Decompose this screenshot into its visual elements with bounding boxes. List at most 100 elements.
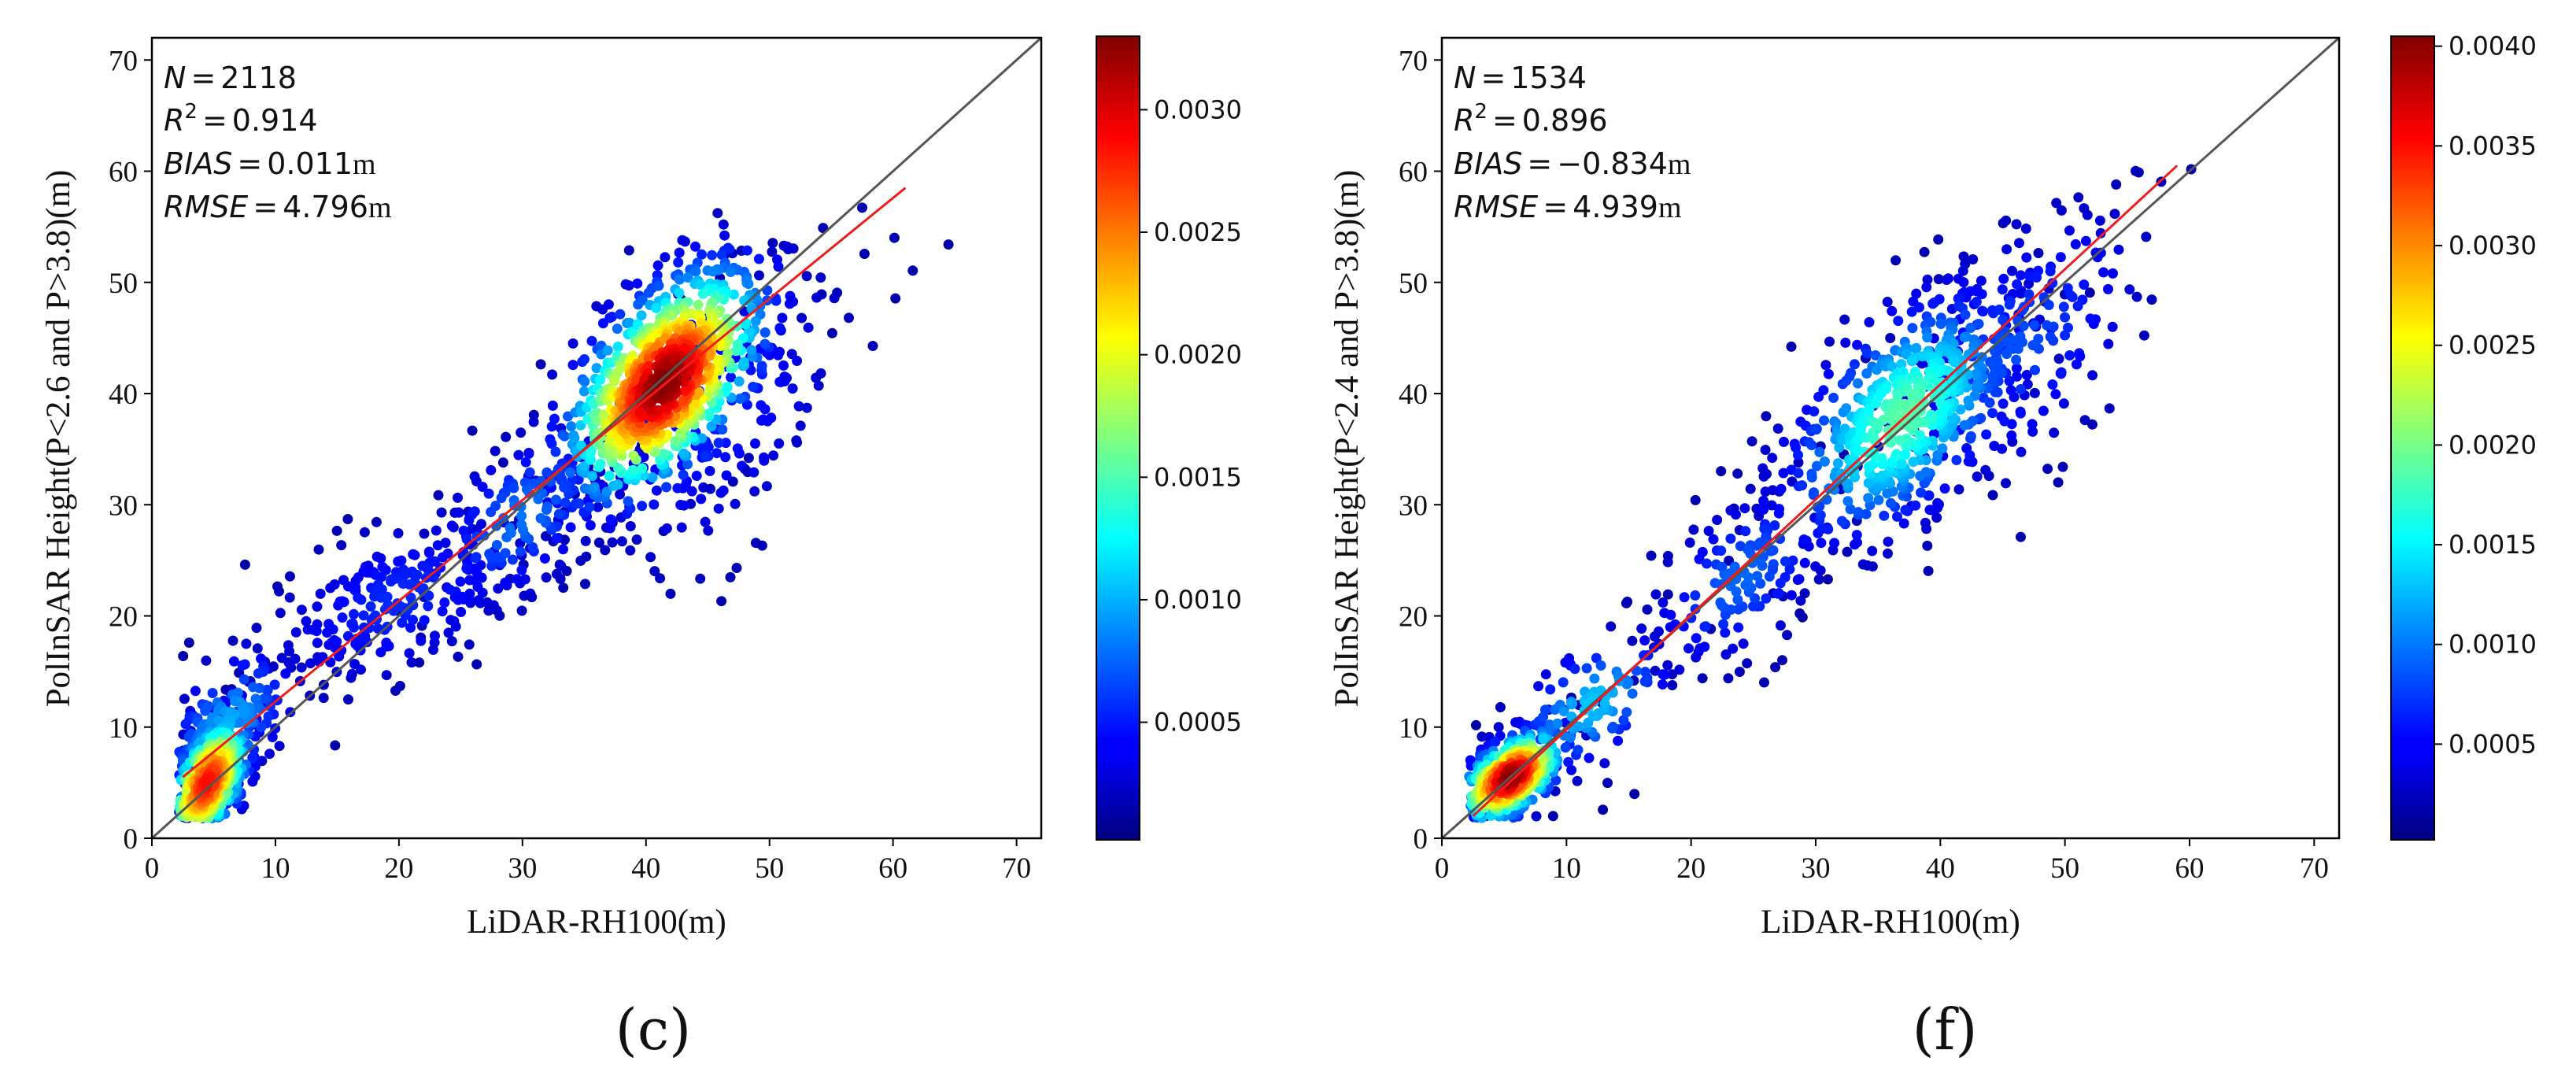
data-point	[419, 615, 430, 626]
data-point	[1573, 745, 1584, 756]
data-point	[1621, 707, 1632, 718]
data-point	[575, 420, 586, 431]
data-point	[2016, 446, 2027, 457]
data-point	[1595, 660, 1606, 671]
data-point	[1906, 356, 1917, 367]
data-point	[504, 523, 516, 534]
data-point	[1959, 420, 1970, 431]
data-point	[1767, 453, 1778, 464]
data-point	[490, 501, 501, 512]
data-point	[2011, 363, 2022, 374]
data-point	[1768, 559, 1779, 570]
data-point	[693, 299, 704, 310]
data-point	[674, 274, 685, 285]
data-point	[456, 607, 467, 617]
data-point	[1558, 706, 1569, 717]
data-point	[615, 489, 626, 500]
data-point	[727, 476, 738, 487]
data-point	[756, 415, 767, 426]
data-point	[464, 575, 475, 586]
data-point	[690, 397, 701, 408]
data-point	[1973, 319, 1984, 329]
data-point	[1820, 360, 1831, 371]
data-point	[720, 452, 731, 463]
data-point	[507, 554, 518, 565]
y-tick-label: 60	[1399, 157, 1428, 189]
data-point	[665, 588, 676, 599]
data-point	[1758, 504, 1769, 515]
data-point	[2045, 331, 2056, 342]
data-point	[587, 471, 598, 482]
data-point	[1787, 555, 1798, 566]
data-point	[318, 693, 329, 704]
data-point	[264, 749, 275, 760]
data-point	[2031, 272, 2042, 283]
data-point	[623, 245, 634, 256]
data-point	[556, 474, 567, 484]
data-point	[2005, 343, 2016, 354]
data-point	[2020, 224, 2031, 234]
data-point	[381, 638, 392, 648]
data-point	[338, 597, 349, 608]
data-point	[579, 376, 590, 387]
colorbar-tick-label: 0.0010	[1154, 585, 1242, 615]
data-point	[1957, 265, 1968, 276]
data-point	[312, 638, 323, 649]
data-point	[1794, 608, 1805, 619]
data-point	[943, 239, 954, 250]
colorbar-tick-label: 0.0035	[2448, 131, 2537, 161]
data-point	[394, 681, 405, 691]
data-point	[653, 280, 664, 291]
data-point	[813, 380, 824, 391]
data-point	[1984, 397, 1995, 408]
data-point	[259, 693, 270, 704]
data-point	[2056, 205, 2067, 216]
data-point	[404, 579, 415, 590]
data-point	[1835, 468, 1846, 479]
data-point	[248, 682, 259, 693]
data-point	[1780, 556, 1791, 567]
data-point	[1840, 337, 1851, 348]
data-point	[1563, 756, 1574, 767]
data-point	[527, 542, 538, 553]
colorbar-tick-label: 0.0020	[1154, 340, 1242, 370]
data-point	[2131, 165, 2141, 176]
data-point	[1932, 497, 1943, 508]
data-point	[1941, 275, 1952, 285]
data-point	[1757, 560, 1768, 571]
data-point	[1552, 718, 1563, 729]
data-point	[1971, 368, 1982, 379]
data-point	[2104, 403, 2115, 414]
x-tick-label: 30	[1802, 852, 1831, 885]
data-point	[628, 450, 639, 461]
data-point	[2029, 320, 2040, 331]
data-point	[1665, 609, 1676, 620]
data-point	[1769, 520, 1780, 531]
data-point	[695, 279, 706, 290]
data-point	[2001, 478, 2011, 489]
data-point	[2055, 368, 2066, 379]
data-point	[651, 302, 662, 313]
data-point	[1857, 559, 1868, 570]
data-point	[431, 525, 442, 536]
data-point	[1933, 234, 1944, 245]
data-point	[1916, 358, 1927, 369]
data-point	[493, 583, 504, 594]
data-point	[516, 427, 527, 438]
data-point	[290, 627, 301, 638]
panel-label-c: (c)	[615, 996, 692, 1063]
data-point	[539, 553, 550, 564]
data-point	[678, 448, 689, 459]
data-point	[1922, 274, 1933, 285]
data-point	[1809, 406, 1820, 417]
data-point	[792, 356, 803, 366]
data-point	[1931, 512, 1942, 523]
data-point	[500, 577, 511, 588]
data-point	[1841, 403, 1852, 414]
data-point	[2014, 238, 2024, 249]
data-point	[1738, 638, 1749, 649]
data-point	[718, 219, 729, 230]
data-point	[1627, 635, 1638, 646]
data-point	[2018, 320, 2029, 331]
